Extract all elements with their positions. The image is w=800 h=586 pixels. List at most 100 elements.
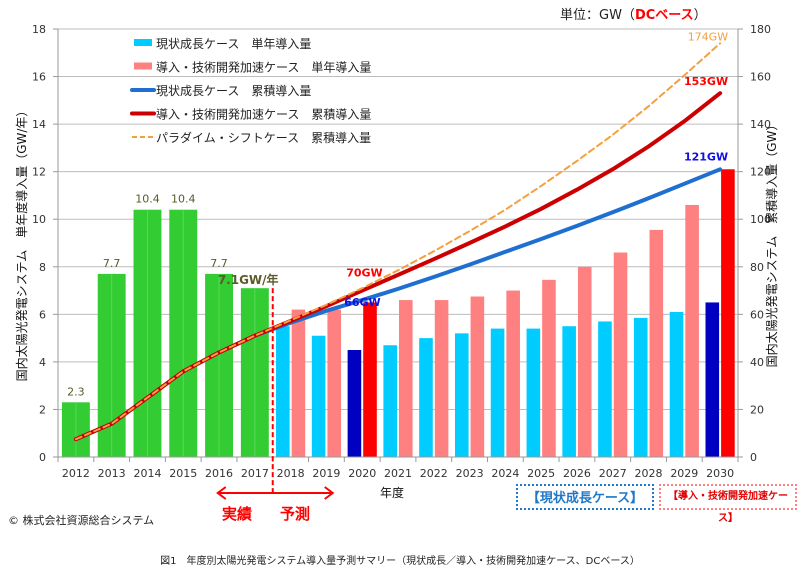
x-tick-label: 2018 — [277, 467, 305, 480]
y2-axis-title: 国内太陽光発電システム 累積導入量（GW） — [764, 119, 779, 368]
x-tick-label: 2023 — [456, 467, 484, 480]
bars — [61, 169, 735, 458]
y-tick-label: 10 — [32, 213, 46, 226]
x-tick-label: 2024 — [491, 467, 519, 480]
bar-current-case — [347, 350, 362, 457]
bar-value-label: 10.4 — [135, 193, 160, 206]
bar-accel-case — [470, 296, 485, 457]
y2-tick-label: 80 — [750, 261, 764, 274]
x-tick-label: 2029 — [670, 467, 698, 480]
label-accel-2030: 153GW — [684, 75, 728, 88]
line-paradigm-cumulative — [74, 42, 722, 441]
x-axis-title: 年度 — [380, 485, 404, 500]
legend-label: パラダイム・シフトケース 累積導入量 — [156, 130, 371, 145]
y-tick-label: 4 — [39, 356, 46, 369]
x-tick-label: 2013 — [98, 467, 126, 480]
bar-value-label: 7.7 — [210, 257, 228, 270]
y-tick-label: 2 — [39, 403, 46, 416]
bar-accel-case — [542, 279, 556, 457]
bar-current-case — [633, 317, 648, 457]
label-paradigm-2030: 174GW — [688, 30, 729, 43]
legend-label: 導入・技術開発加速ケース 累積導入量 — [156, 107, 371, 122]
x-tick-label: 2028 — [635, 467, 663, 480]
bar-accel-case — [363, 302, 377, 457]
y2-tick-label: 100 — [750, 213, 771, 226]
y-tick-label: 12 — [32, 166, 46, 179]
axes: 0246810121416180204060801001201401601802… — [14, 23, 779, 500]
bar-accel-case — [434, 300, 449, 457]
unit-text: 単位：GW（ — [560, 8, 635, 23]
arrow-right-icon — [324, 486, 335, 500]
bar-accel-case — [721, 169, 735, 458]
y2-tick-label: 40 — [750, 356, 764, 369]
lines — [73, 42, 723, 442]
x-tick-label: 2027 — [599, 467, 627, 480]
line-accel-cumulative — [73, 91, 723, 442]
y-tick-label: 16 — [32, 71, 46, 84]
current-case-box: 【現状成長ケース】 — [516, 484, 654, 510]
bar-accel-case — [506, 290, 520, 457]
x-tick-label: 2014 — [133, 467, 161, 480]
y2-tick-label: 140 — [750, 118, 771, 131]
bar-accel-case — [685, 204, 699, 457]
x-tick-label: 2025 — [527, 467, 555, 480]
forecast-label: 予測 — [280, 505, 311, 523]
bar-current-case — [526, 328, 541, 457]
x-tick-label: 2021 — [384, 467, 412, 480]
bar-value-label: 10.4 — [171, 193, 196, 206]
label-current-2030: 121GW — [684, 150, 728, 163]
bar-accel-case — [327, 309, 342, 457]
label-2017-rate: 7.1GW/年 — [218, 272, 279, 287]
y-tick-label: 8 — [39, 261, 46, 274]
legend-label: 導入・技術開発加速ケース 単年導入量 — [156, 61, 371, 75]
actual-forecast-divider — [216, 288, 335, 500]
actual-label: 実績 — [222, 505, 253, 523]
bar-accel-case — [399, 300, 413, 457]
x-tick-label: 2019 — [312, 467, 340, 480]
x-tick-label: 2016 — [205, 467, 233, 480]
bar-value-label: 7.7 — [103, 257, 121, 270]
unit-dc-base: DCベース — [634, 8, 694, 23]
y2-tick-label: 160 — [750, 71, 771, 84]
bar-current-case — [562, 326, 576, 457]
bar-value-label: 2.3 — [67, 385, 85, 398]
bar-current-case — [383, 345, 397, 457]
unit-label: 単位：GW（DCベース） — [560, 4, 707, 23]
bar-accel-case — [649, 229, 664, 457]
bar-current-case — [419, 338, 433, 457]
y2-tick-label: 0 — [750, 451, 757, 464]
accel-case-box: 【導入・技術開発加速ケース】 — [659, 484, 797, 524]
x-tick-label: 2030 — [706, 467, 734, 480]
y2-tick-label: 60 — [750, 308, 764, 321]
bar-current-case — [705, 302, 720, 457]
y2-tick-label: 120 — [750, 166, 771, 179]
bar-current-case — [276, 326, 290, 457]
bar-accel-case — [577, 266, 592, 457]
x-tick-label: 2026 — [563, 467, 591, 480]
y2-tick-label: 20 — [750, 403, 764, 416]
bar-accel-case — [291, 309, 306, 457]
bar-current-case — [669, 311, 684, 457]
bar-current-case — [311, 335, 326, 457]
bar-current-case — [598, 321, 612, 457]
y-tick-label: 18 — [32, 23, 46, 36]
y-tick-label: 0 — [39, 451, 46, 464]
legend-label: 現状成長ケース 累積導入量 — [156, 83, 311, 98]
figure-caption: 図1 年度別太陽光発電システム導入量予測サマリー（現状成長／導入・技術開発加速ケ… — [160, 556, 640, 567]
data-labels: 2.3 7.7 10.4 10.4 7.7 174GW 153GW 121GW 70GW 66GW… — [67, 30, 728, 398]
copyright: © 株式会社資源総合システム — [8, 514, 155, 527]
unit-close: ） — [693, 8, 707, 23]
bar-current-case — [454, 333, 469, 457]
x-tick-label: 2012 — [62, 467, 90, 480]
y-tick-label: 6 — [39, 308, 46, 321]
label-accel-2020: 70GW — [346, 267, 382, 280]
legend-label: 現状成長ケース 単年導入量 — [156, 37, 311, 51]
bar-current-case — [490, 328, 505, 457]
arrow-left-icon — [216, 486, 227, 500]
x-tick-label: 2020 — [348, 467, 376, 480]
y-axis-title: 国内太陽光発電システム 単年度導入量（GW/年） — [14, 105, 29, 382]
y2-tick-label: 180 — [750, 23, 771, 36]
x-tick-label: 2015 — [169, 467, 197, 480]
